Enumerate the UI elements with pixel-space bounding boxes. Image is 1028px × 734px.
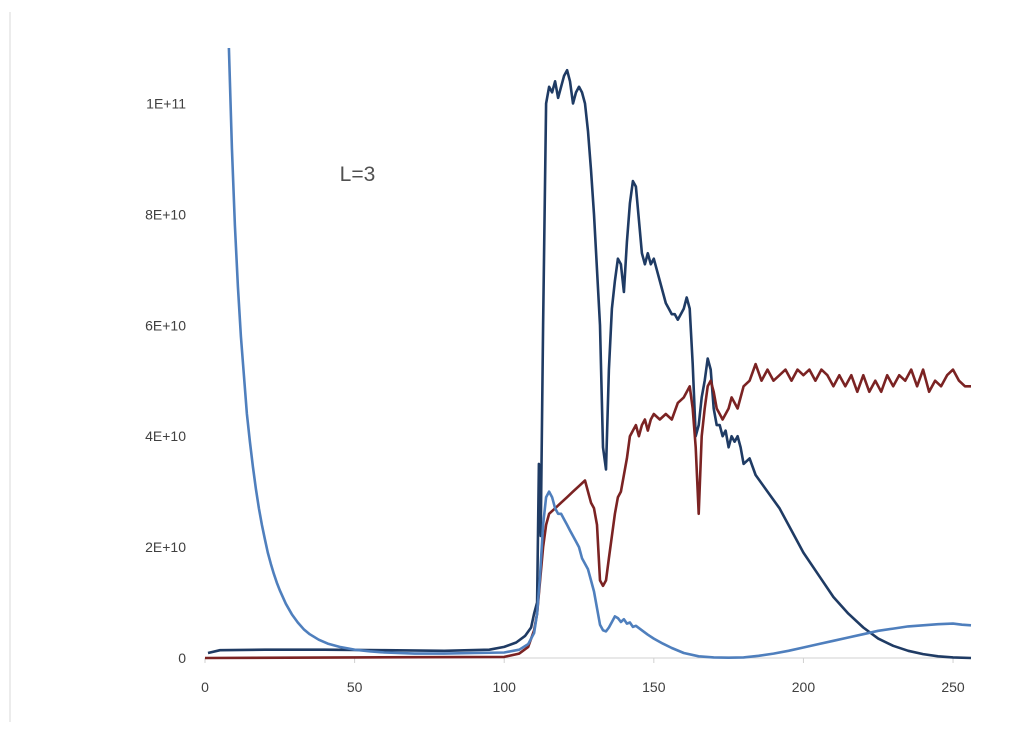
x-tick-label: 250 [941, 679, 965, 695]
axes: 0 50 100 150 200 250 0 2E+10 4E+10 6E+10 8E+10 1E+1… [145, 95, 971, 695]
annotation-label: L=3 [340, 163, 376, 186]
annotations-layer: L=3 [340, 163, 376, 186]
y-tick-label: 6E+10 [145, 317, 186, 333]
x-tick-label: 50 [347, 679, 363, 695]
series-layer [204, 47, 972, 660]
x-tick-label: 0 [201, 679, 209, 695]
y-tick-label: 8E+10 [145, 206, 186, 222]
x-tick-label: 150 [642, 679, 666, 695]
series-line-1 [207, 68, 972, 660]
series-line-2 [204, 362, 971, 660]
y-tick-label: 2E+10 [145, 539, 186, 555]
x-tick-label: 100 [493, 679, 517, 695]
y-tick-label: 0 [178, 650, 186, 666]
x-tick-label: 200 [792, 679, 816, 695]
series-line-3 [227, 47, 972, 659]
y-tick-label: 1E+11 [146, 95, 186, 111]
y-tick-label: 4E+10 [145, 428, 186, 444]
